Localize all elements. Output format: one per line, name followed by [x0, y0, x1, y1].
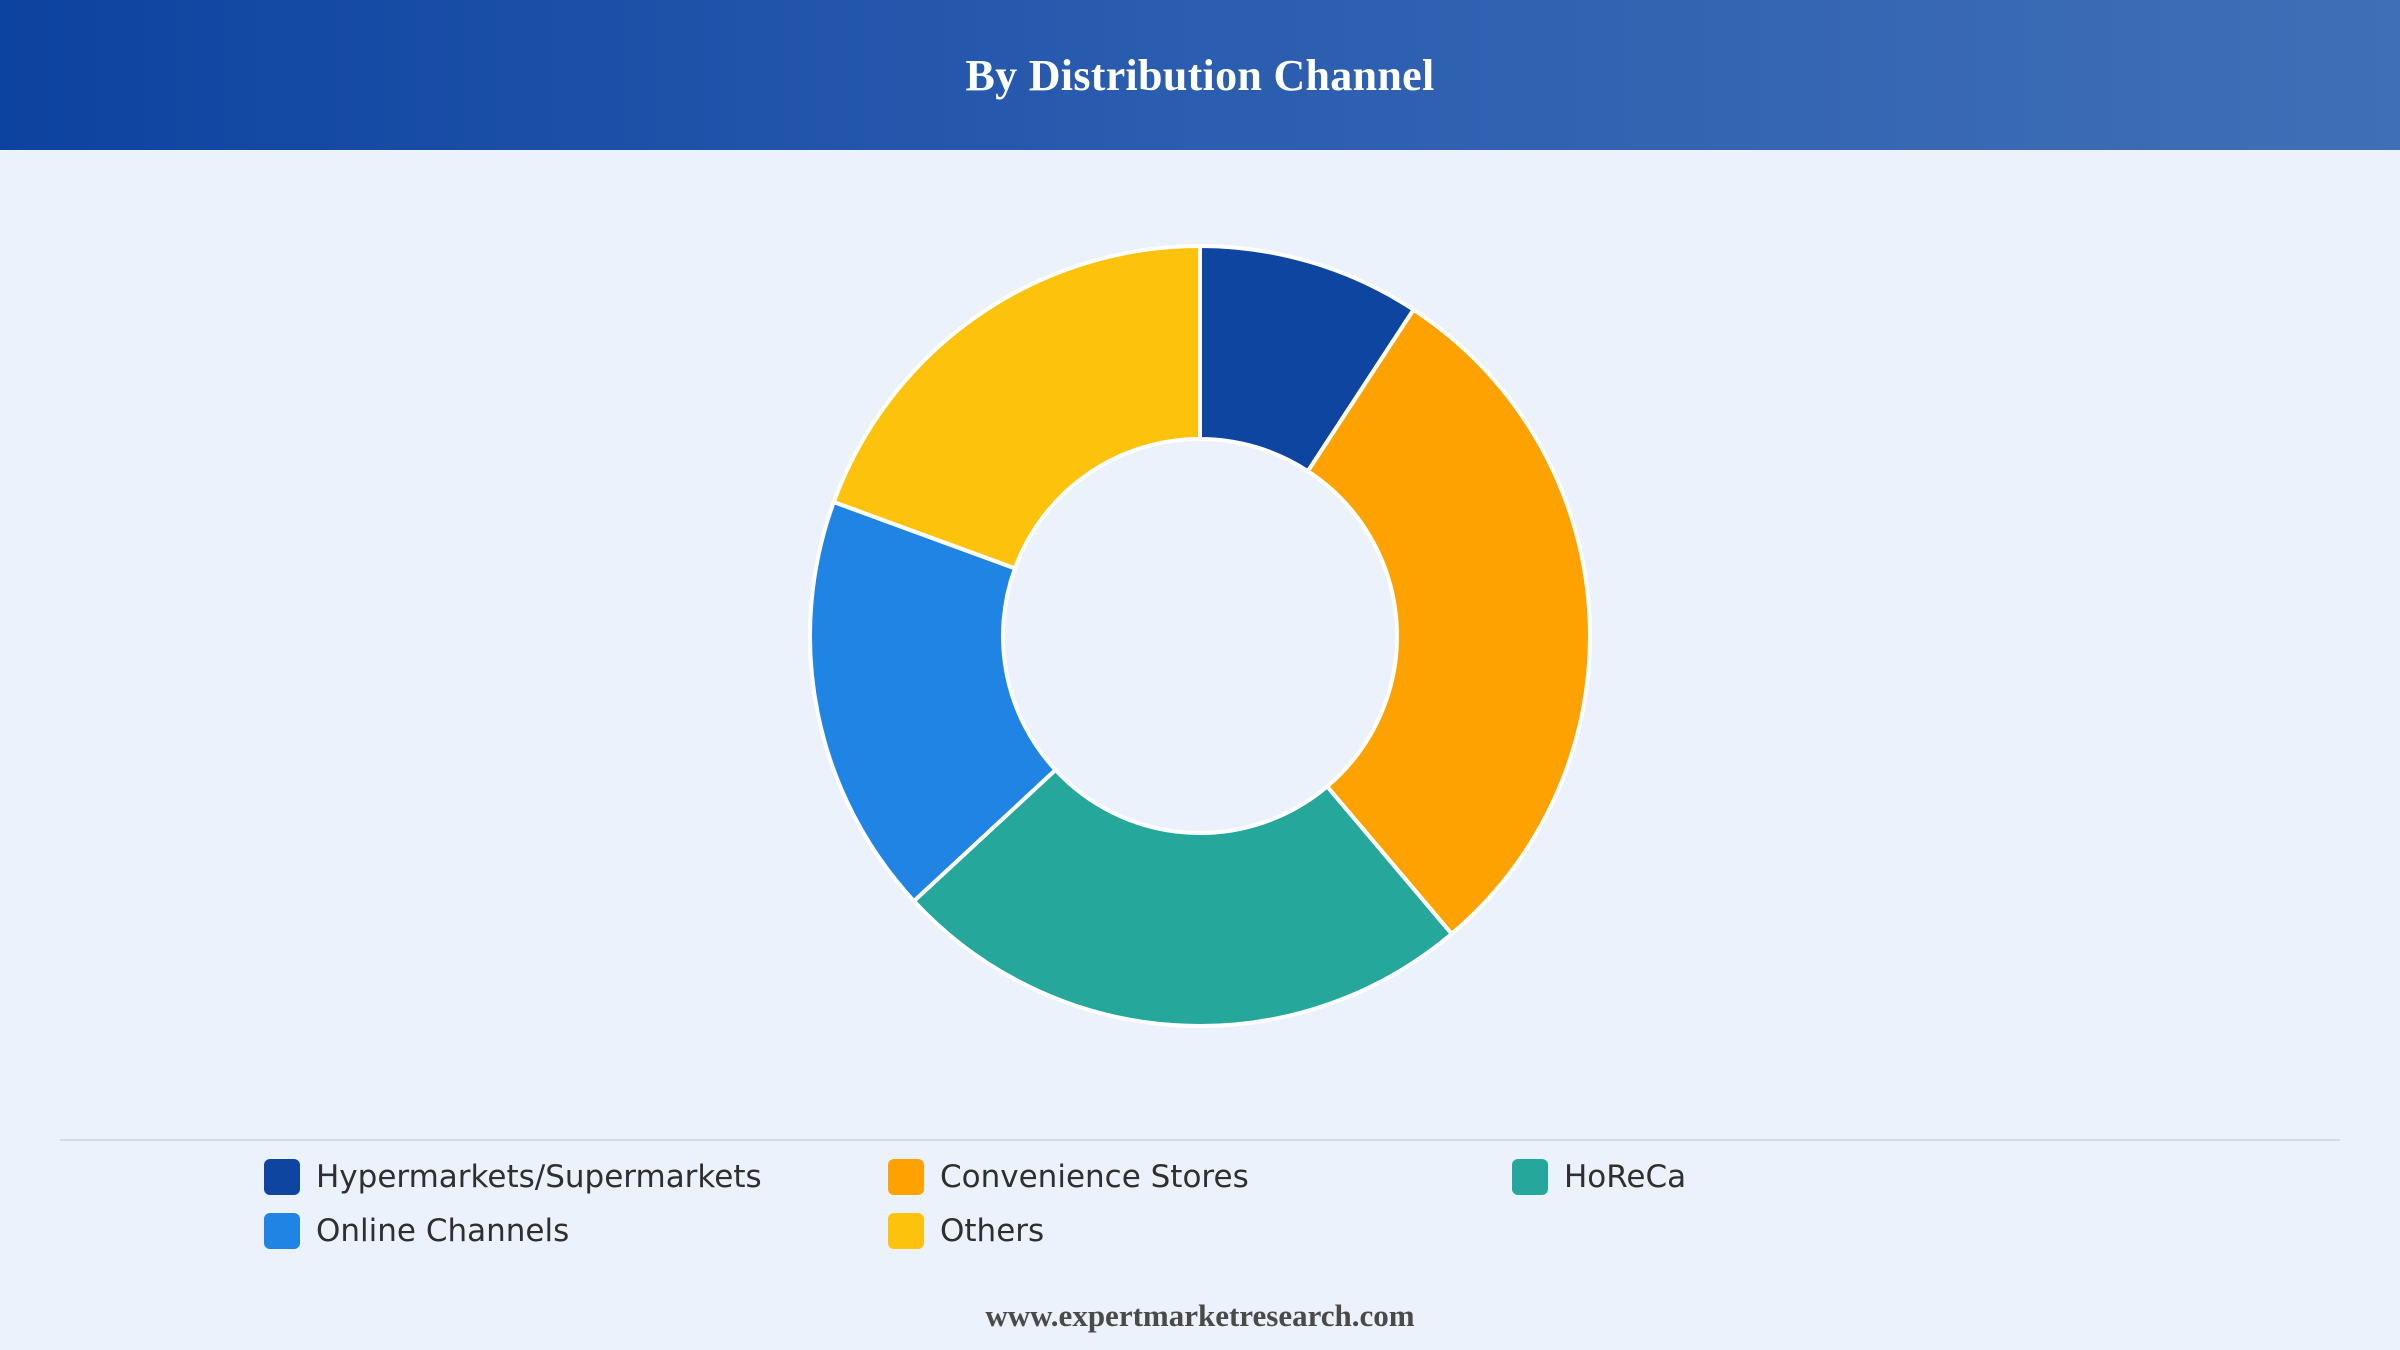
legend-swatch: [1512, 1159, 1548, 1195]
chart-title: By Distribution Channel: [965, 50, 1435, 100]
source-url: www.expertmarketresearch.com: [985, 1298, 1415, 1333]
legend-label: Others: [940, 1213, 1045, 1249]
donut-chart-area: [0, 150, 2400, 1110]
legend-divider: [60, 1139, 2340, 1141]
legend-item-others[interactable]: Others: [888, 1208, 1044, 1254]
donut-chart: [808, 244, 1592, 1029]
legend-swatch: [264, 1159, 300, 1195]
donut-slice-convenience-stores[interactable]: [1305, 307, 1592, 936]
legend-item-horeca[interactable]: HoReCa: [1512, 1154, 1686, 1200]
legend-swatch: [888, 1213, 924, 1249]
legend: Hypermarkets/Supermarkets Convenience St…: [264, 1154, 2144, 1264]
header-bar: By Distribution Channel: [0, 0, 2400, 150]
donut-slice-online-channels[interactable]: [808, 499, 1058, 904]
legend-label: HoReCa: [1564, 1159, 1687, 1195]
legend-label: Online Channels: [316, 1213, 570, 1249]
legend-item-convenience-stores[interactable]: Convenience Stores: [888, 1154, 1249, 1200]
legend-label: Hypermarkets/Supermarkets: [316, 1159, 762, 1195]
donut-slice-horeca[interactable]: [911, 767, 1454, 1029]
donut-slice-others[interactable]: [831, 244, 1202, 571]
legend-swatch: [888, 1159, 924, 1195]
legend-item-online-channels[interactable]: Online Channels: [264, 1208, 569, 1254]
legend-swatch: [264, 1213, 300, 1249]
legend-item-hypermarkets-supermarkets[interactable]: Hypermarkets/Supermarkets: [264, 1154, 762, 1200]
legend-label: Convenience Stores: [940, 1159, 1249, 1195]
